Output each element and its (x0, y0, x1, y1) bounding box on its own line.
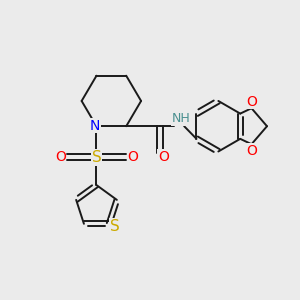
Text: NH: NH (172, 112, 190, 125)
Text: O: O (127, 150, 138, 164)
Text: S: S (110, 219, 119, 234)
Text: O: O (246, 95, 257, 109)
Text: N: N (90, 118, 100, 133)
Text: O: O (55, 150, 66, 164)
Text: O: O (158, 149, 169, 164)
Text: O: O (246, 144, 257, 158)
Text: S: S (92, 150, 101, 165)
